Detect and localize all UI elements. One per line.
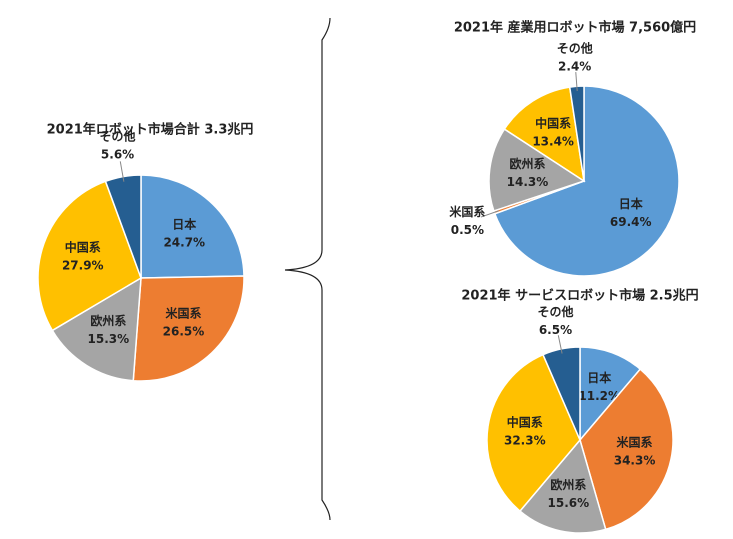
pie-slice	[579, 346, 642, 443]
value-label: 24.7%	[163, 235, 205, 249]
leader-line	[557, 335, 563, 354]
value-label: 26.5%	[163, 324, 205, 338]
category-label: 日本	[619, 196, 643, 211]
brace	[284, 17, 331, 521]
pie-slice	[579, 368, 674, 531]
chart-title: 2021年 サービスロボット市場 2.5兆円	[461, 288, 698, 304]
pie-slice	[37, 180, 142, 332]
value-label: 32.3%	[504, 433, 546, 447]
pie-slice	[518, 438, 607, 534]
category-label: 日本	[587, 370, 611, 385]
leader-line	[480, 210, 499, 218]
category-label: 中国系	[507, 414, 543, 429]
value-label: 15.3%	[88, 332, 130, 346]
value-label: 14.3%	[507, 175, 549, 189]
value-label: 34.3%	[614, 453, 656, 467]
category-label: 米国系	[449, 204, 485, 219]
pie-slice	[140, 174, 245, 279]
value-label: 6.5%	[539, 323, 572, 337]
leader-line	[575, 72, 578, 92]
value-label: 69.4%	[610, 215, 652, 229]
category-label: 欧州系	[550, 477, 586, 492]
category-label: 日本	[172, 216, 196, 231]
category-label: 中国系	[65, 240, 101, 255]
pie-slice	[488, 128, 586, 212]
pie-slice	[132, 275, 245, 382]
leader-line	[119, 161, 125, 182]
value-label: 15.6%	[548, 496, 590, 510]
value-label: 0.5%	[451, 223, 484, 237]
category-label: 欧州系	[90, 313, 126, 328]
category-label: 中国系	[535, 116, 571, 131]
category-label: 米国系	[165, 305, 201, 320]
chart-title: 2021年ロボット市場合計 3.3兆円	[47, 122, 254, 138]
value-label: 27.9%	[62, 259, 104, 273]
chart-title: 2021年 産業用ロボット市場 7,560億円	[454, 20, 696, 36]
value-label: 5.6%	[101, 148, 134, 162]
category-label: その他	[557, 40, 593, 55]
pie-slice	[51, 276, 142, 382]
value-label: 11.2%	[578, 389, 620, 403]
value-label: 2.4%	[558, 59, 591, 73]
value-label: 13.4%	[532, 135, 574, 149]
pie-slice	[503, 86, 585, 183]
category-label: 欧州系	[509, 156, 545, 171]
category-label: 米国系	[617, 434, 653, 449]
category-label: その他	[100, 129, 136, 144]
pie-slice	[486, 353, 581, 513]
pie-slice	[493, 85, 680, 277]
category-label: その他	[537, 304, 573, 319]
